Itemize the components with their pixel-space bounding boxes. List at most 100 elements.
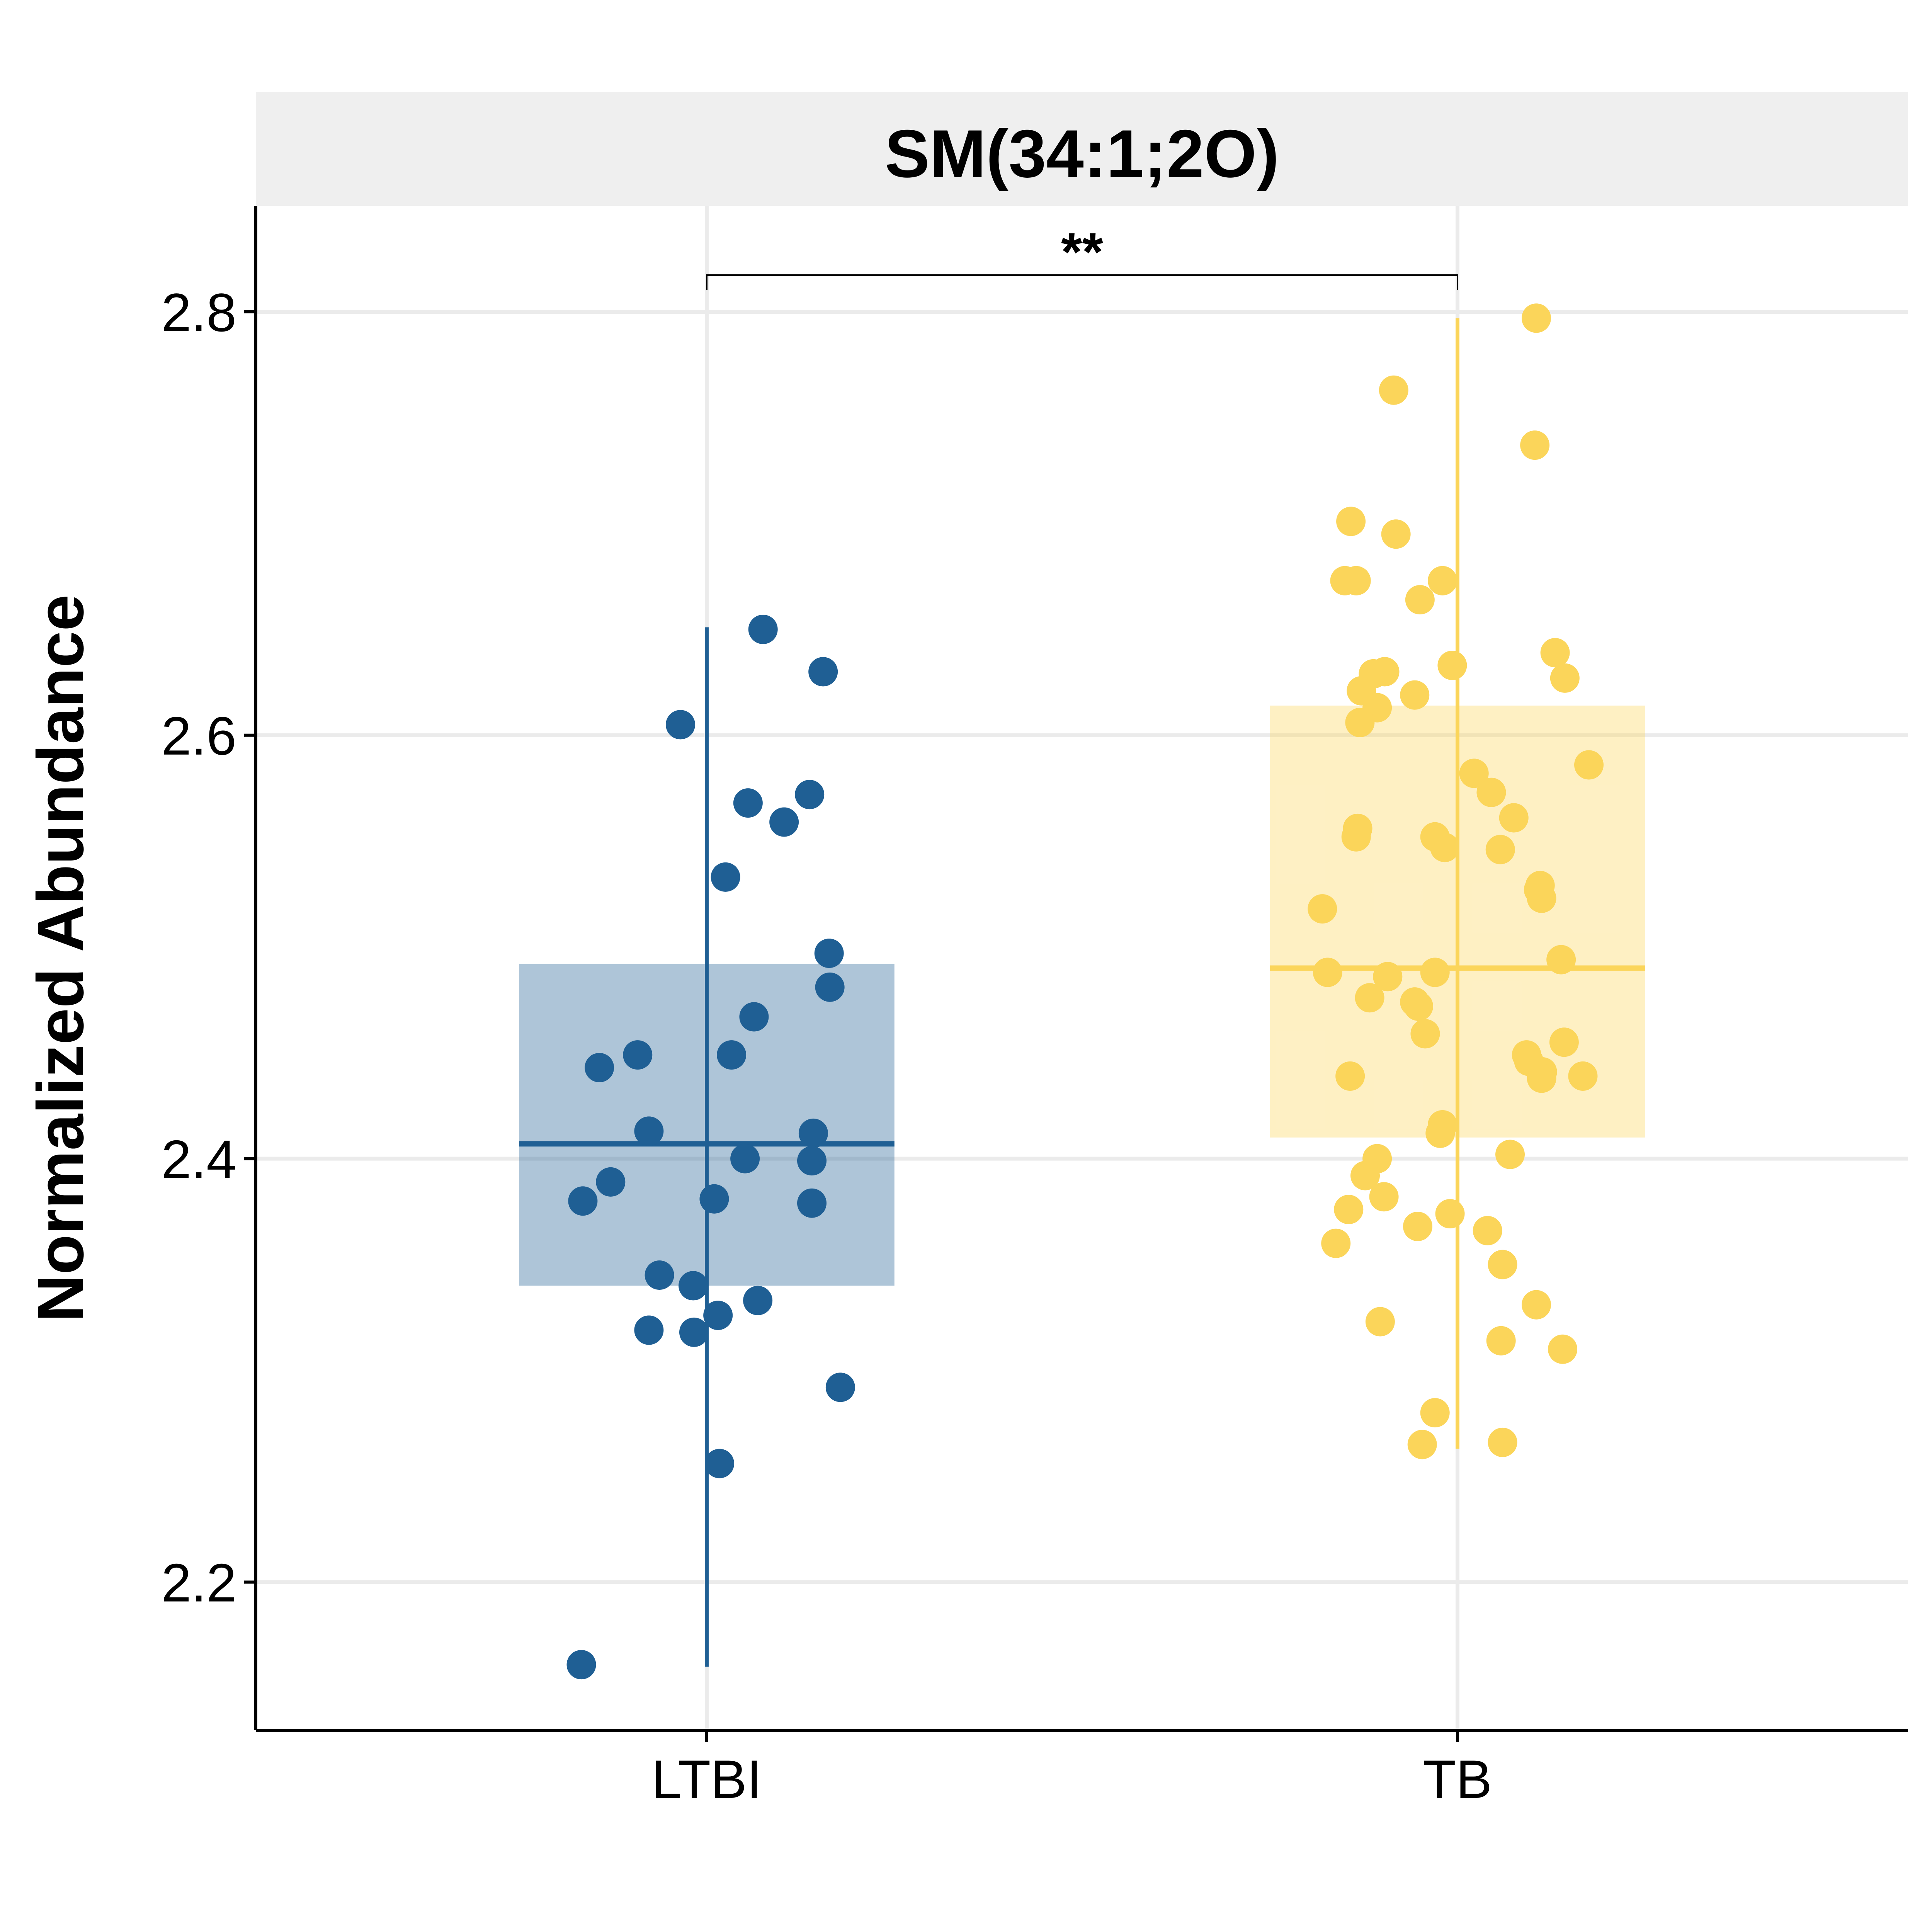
data-point-LTBI [748, 614, 778, 644]
data-point-LTBI [769, 807, 799, 837]
data-point-TB [1546, 945, 1576, 975]
data-point-LTBI [665, 710, 695, 740]
data-point-LTBI [730, 1144, 760, 1173]
data-point-TB [1527, 883, 1556, 913]
data-point-TB [1369, 1182, 1399, 1212]
x-tick-label: LTBI [651, 1749, 762, 1810]
data-point-LTBI [795, 780, 825, 810]
data-point-TB [1548, 1334, 1578, 1364]
data-point-TB [1381, 519, 1411, 549]
data-point-TB [1522, 303, 1551, 333]
data-point-TB [1473, 1216, 1502, 1245]
y-axis-ticks: 2.2 2.4 2.6 2.8 [161, 282, 256, 1613]
data-point-TB [1527, 1063, 1556, 1093]
data-point-TB [1400, 680, 1430, 710]
box-layer [519, 318, 1645, 1667]
data-point-TB [1540, 638, 1570, 668]
data-point-LTBI [743, 1286, 773, 1315]
data-point-TB [1488, 1250, 1517, 1279]
data-point-TB [1549, 1027, 1579, 1057]
data-point-TB [1308, 894, 1337, 924]
data-point-TB [1403, 992, 1433, 1021]
data-point-TB [1574, 750, 1604, 780]
data-point-LTBI [808, 657, 838, 687]
data-point-LTBI [634, 1315, 664, 1345]
data-point-TB [1486, 1326, 1516, 1355]
facet-strip [256, 92, 1908, 206]
data-point-LTBI [679, 1271, 708, 1301]
data-point-TB [1321, 1228, 1351, 1258]
significance-bracket: ** [706, 221, 1458, 290]
data-point-LTBI [585, 1053, 614, 1083]
data-point-TB [1405, 585, 1435, 615]
data-point-LTBI [797, 1146, 827, 1176]
data-point-TB [1334, 1195, 1364, 1225]
x-axis-ticks: LTBI TB [651, 1730, 1492, 1810]
data-point-LTBI [739, 1002, 769, 1032]
data-point-LTBI [717, 1040, 747, 1070]
data-point-TB [1341, 566, 1371, 595]
data-point-LTBI [825, 1372, 855, 1402]
data-point-TB [1336, 507, 1366, 536]
y-tick-label: 2.2 [161, 1552, 236, 1613]
data-point-TB [1430, 833, 1459, 862]
data-point-TB [1495, 1139, 1525, 1169]
data-point-TB [1410, 1019, 1440, 1049]
box-LTBI [519, 964, 895, 1286]
data-point-LTBI [703, 1301, 733, 1330]
data-point-TB [1435, 1199, 1465, 1229]
data-point-LTBI [645, 1260, 674, 1290]
data-point-TB [1365, 1307, 1395, 1337]
data-point-LTBI [815, 972, 845, 1002]
data-point-TB [1420, 957, 1450, 987]
data-point-TB [1335, 1061, 1365, 1091]
data-point-TB [1345, 707, 1375, 737]
data-point-LTBI [699, 1184, 729, 1214]
data-point-TB [1485, 835, 1515, 864]
data-point-TB [1437, 650, 1467, 680]
data-point-TB [1459, 759, 1489, 788]
data-point-TB [1373, 962, 1403, 992]
data-point-TB [1355, 983, 1384, 1013]
data-point-LTBI [797, 1188, 827, 1218]
data-point-LTBI [798, 1118, 828, 1148]
data-point-TB [1476, 777, 1506, 807]
bracket-line [706, 274, 1458, 290]
data-point-TB [1407, 1430, 1437, 1459]
data-point-LTBI [568, 1186, 598, 1216]
point-layer [566, 303, 1604, 1680]
x-tick-label: TB [1423, 1749, 1492, 1810]
y-tick-label: 2.4 [161, 1129, 236, 1190]
axes [254, 206, 1908, 1732]
data-point-LTBI [596, 1167, 626, 1197]
y-tick-label: 2.6 [161, 706, 236, 766]
data-point-LTBI [814, 939, 844, 968]
data-point-TB [1350, 1161, 1380, 1190]
y-axis-title: Normalized Abundance [24, 595, 97, 1322]
data-point-TB [1428, 566, 1458, 595]
data-point-LTBI [566, 1650, 596, 1680]
significance-label: ** [1061, 221, 1103, 282]
data-point-TB [1370, 657, 1400, 687]
data-point-TB [1403, 1211, 1433, 1241]
data-point-LTBI [679, 1317, 709, 1347]
data-point-LTBI [634, 1116, 664, 1146]
facet-title: SM(34:1;2O) [884, 116, 1279, 192]
data-point-TB [1379, 375, 1408, 405]
data-point-TB [1420, 1398, 1450, 1428]
y-tick-label: 2.8 [161, 282, 236, 343]
data-point-TB [1550, 663, 1580, 693]
data-point-TB [1313, 957, 1342, 987]
data-point-LTBI [733, 788, 763, 818]
data-point-TB [1341, 822, 1371, 852]
data-point-LTBI [705, 1449, 735, 1478]
data-point-TB [1522, 1290, 1551, 1320]
data-point-TB [1499, 803, 1529, 833]
grid-lines [256, 206, 1908, 1730]
data-point-TB [1425, 1118, 1455, 1148]
data-point-TB [1568, 1061, 1598, 1091]
data-point-LTBI [711, 862, 740, 892]
data-point-TB [1520, 430, 1550, 460]
data-point-TB [1488, 1427, 1517, 1457]
